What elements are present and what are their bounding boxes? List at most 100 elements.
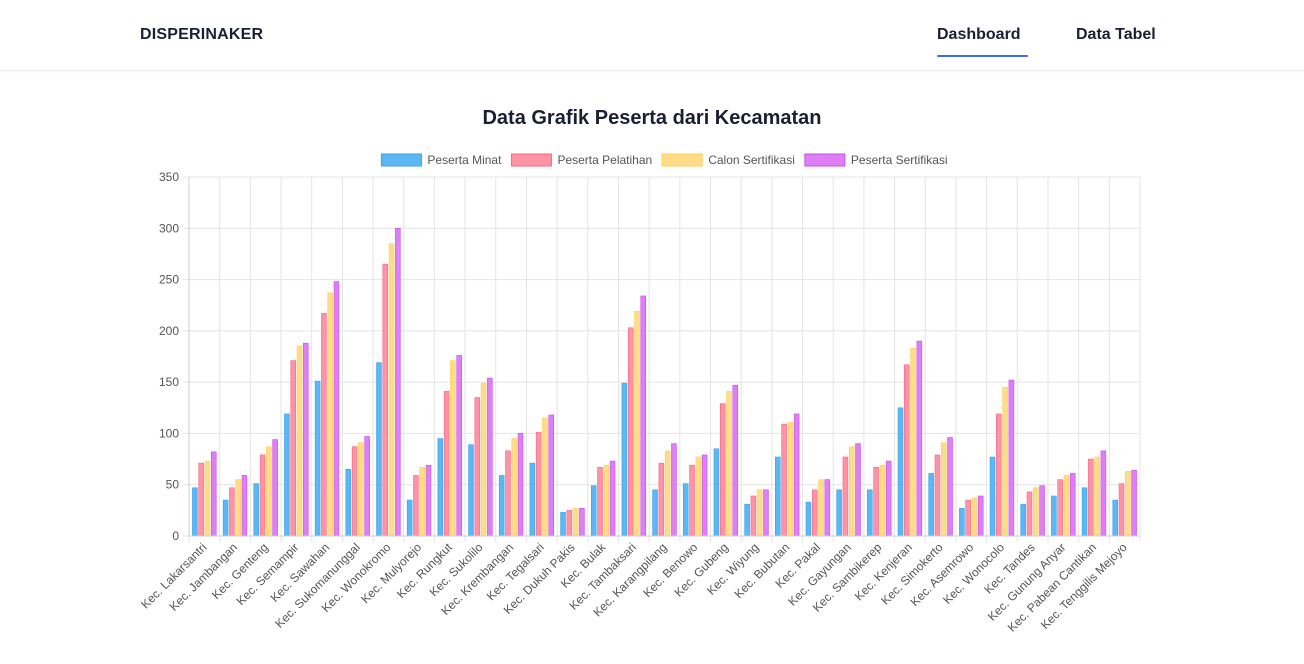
- brand-logo-text[interactable]: DISPERINAKER: [140, 26, 264, 43]
- bar-peserta-sertifikasi: [487, 377, 493, 537]
- bar-peserta-pelatihan: [627, 327, 634, 537]
- bar-peserta-minat: [805, 501, 812, 537]
- bar-peserta-sertifikasi: [211, 451, 217, 537]
- bar-peserta-pelatihan: [198, 462, 204, 537]
- bar-peserta-pelatihan: [597, 466, 603, 537]
- bar-peserta-pelatihan: [873, 466, 879, 537]
- bar-calon-sertifikasi: [695, 456, 702, 537]
- bar-calon-sertifikasi: [940, 442, 947, 537]
- legend-swatch-calon-sertifikasi: [661, 153, 703, 167]
- legend-swatch-peserta-pelatihan: [510, 153, 552, 167]
- bar-peserta-minat: [560, 512, 566, 537]
- bar-peserta-pelatihan: [781, 423, 787, 537]
- bar-peserta-sertifikasi: [333, 281, 340, 537]
- legend-label-calon-sertifikasi: Calon Sertifikasi: [708, 153, 795, 167]
- bar-peserta-pelatihan: [290, 360, 296, 537]
- bar-peserta-pelatihan: [811, 489, 818, 537]
- bar-peserta-minat: [744, 503, 750, 537]
- bar-peserta-sertifikasi: [425, 464, 432, 537]
- legend-label-peserta-sertifikasi: Peserta Sertifikasi: [851, 153, 948, 167]
- bar-calon-sertifikasi: [572, 508, 579, 537]
- bar-peserta-minat: [1051, 495, 1057, 537]
- bar-peserta-minat: [621, 382, 628, 537]
- bar-calon-sertifikasi: [756, 489, 763, 537]
- bar-peserta-pelatihan: [259, 454, 266, 537]
- bar-peserta-sertifikasi: [977, 495, 984, 537]
- bar-peserta-sertifikasi: [517, 433, 524, 537]
- bar-calon-sertifikasi: [450, 360, 456, 537]
- bar-calon-sertifikasi: [634, 311, 640, 537]
- bar-peserta-sertifikasi: [947, 437, 953, 537]
- bar-peserta-sertifikasi: [609, 460, 616, 537]
- y-tick-label: 350: [159, 170, 179, 184]
- bar-peserta-sertifikasi: [1131, 470, 1137, 537]
- bar-calon-sertifikasi: [603, 464, 610, 537]
- bar-calon-sertifikasi: [419, 466, 425, 537]
- bar-peserta-pelatihan: [658, 462, 665, 537]
- bar-peserta-minat: [529, 462, 536, 537]
- y-tick-label: 100: [159, 426, 179, 440]
- bar-calon-sertifikasi: [388, 243, 395, 537]
- bar-peserta-pelatihan: [1118, 483, 1125, 537]
- bar-calon-sertifikasi: [787, 421, 794, 537]
- bar-peserta-pelatihan: [443, 391, 450, 537]
- bar-peserta-pelatihan: [535, 432, 542, 537]
- legend-label-peserta-pelatihan: Peserta Pelatihan: [557, 153, 652, 167]
- bar-peserta-sertifikasi: [640, 295, 647, 537]
- bar-peserta-minat: [989, 456, 996, 537]
- bar-peserta-pelatihan: [229, 487, 235, 537]
- bar-calon-sertifikasi: [480, 382, 487, 537]
- bar-peserta-sertifikasi: [303, 342, 309, 537]
- bar-calon-sertifikasi: [879, 464, 886, 537]
- bar-peserta-sertifikasi: [579, 508, 585, 537]
- bar-peserta-minat: [775, 456, 781, 537]
- bar-peserta-sertifikasi: [671, 443, 677, 537]
- bar-peserta-sertifikasi: [1008, 379, 1015, 537]
- bar-peserta-minat: [314, 380, 321, 537]
- bar-peserta-pelatihan: [689, 464, 695, 537]
- bar-peserta-sertifikasi: [793, 413, 800, 537]
- bar-peserta-minat: [959, 508, 965, 537]
- bar-peserta-sertifikasi: [1039, 485, 1045, 537]
- bar-peserta-minat: [498, 475, 505, 537]
- bar-peserta-minat: [713, 448, 720, 537]
- chart-title: Data Grafik Peserta dari Kecamatan: [482, 107, 822, 129]
- bar-peserta-sertifikasi: [763, 489, 769, 537]
- bar-peserta-minat: [1081, 487, 1088, 537]
- bar-peserta-minat: [682, 483, 689, 537]
- bar-peserta-minat: [253, 483, 260, 537]
- nav-link-data-tabel[interactable]: Data Tabel: [1076, 26, 1156, 43]
- bar-peserta-pelatihan: [750, 495, 757, 537]
- bar-peserta-pelatihan: [321, 313, 327, 537]
- nav-link-dashboard[interactable]: Dashboard: [937, 26, 1021, 43]
- y-tick-label: 50: [166, 478, 180, 492]
- bar-peserta-pelatihan: [934, 454, 941, 537]
- bar-peserta-minat: [590, 485, 597, 537]
- bar-calon-sertifikasi: [235, 479, 241, 537]
- y-tick-label: 150: [159, 375, 179, 389]
- bar-peserta-sertifikasi: [855, 443, 861, 537]
- bar-calon-sertifikasi: [818, 479, 824, 537]
- bar-calon-sertifikasi: [1033, 487, 1039, 537]
- bar-peserta-sertifikasi: [548, 414, 554, 537]
- bar-peserta-pelatihan: [1026, 491, 1033, 537]
- bar-calon-sertifikasi: [542, 417, 548, 537]
- bar-calon-sertifikasi: [511, 438, 518, 537]
- legend-swatch-peserta-sertifikasi: [804, 153, 846, 167]
- bar-peserta-pelatihan: [382, 263, 389, 537]
- active-nav-indicator: [937, 55, 1028, 57]
- bar-peserta-pelatihan: [474, 397, 481, 537]
- y-tick-label: 250: [159, 273, 179, 287]
- bar-calon-sertifikasi: [266, 446, 272, 537]
- bar-calon-sertifikasi: [358, 442, 364, 537]
- bar-peserta-pelatihan: [505, 450, 511, 537]
- y-tick-label: 0: [172, 529, 179, 543]
- bar-peserta-sertifikasi: [395, 227, 401, 537]
- bar-peserta-minat: [468, 444, 474, 537]
- bar-peserta-minat: [284, 413, 290, 537]
- bar-calon-sertifikasi: [971, 497, 978, 537]
- bar-peserta-minat: [867, 489, 873, 537]
- bar-peserta-sertifikasi: [272, 439, 278, 537]
- bar-peserta-sertifikasi: [241, 475, 248, 537]
